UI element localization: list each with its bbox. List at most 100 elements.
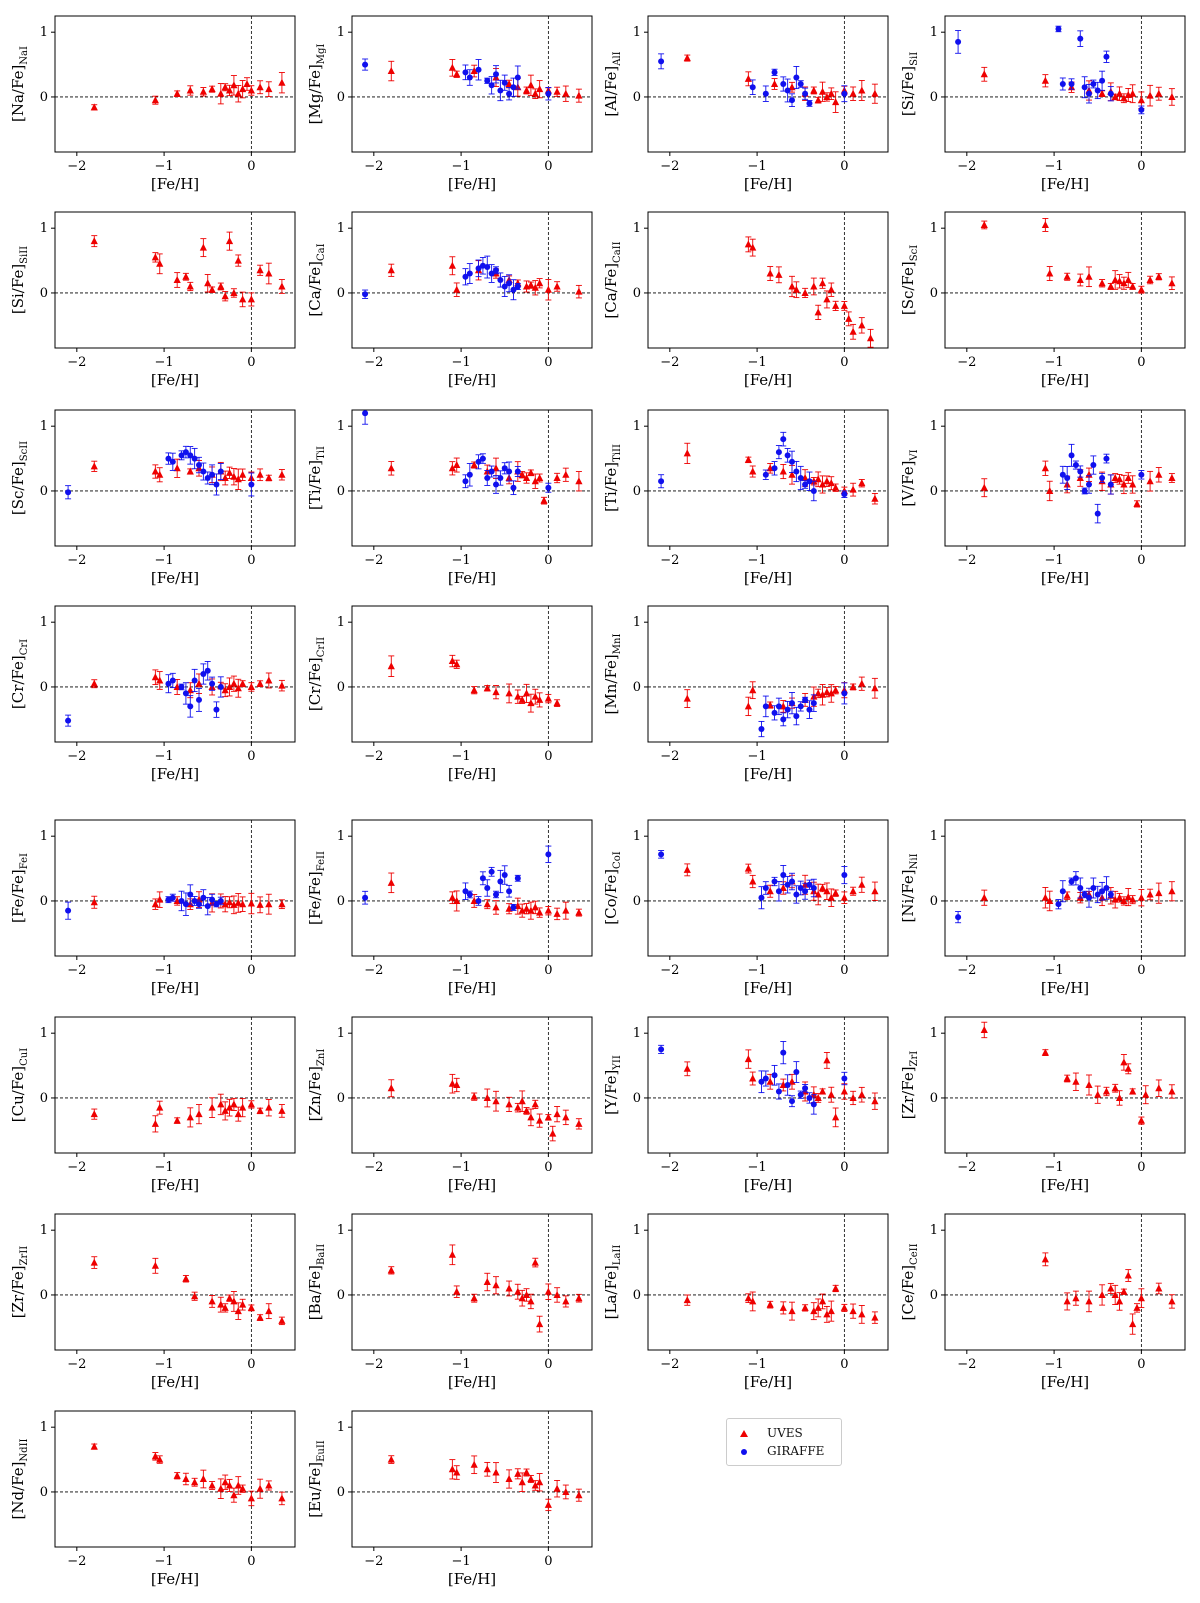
y-tick-label: 1 <box>633 221 641 236</box>
uves-point <box>1129 89 1137 97</box>
giraffe-point <box>797 81 804 87</box>
uves-point <box>871 494 879 502</box>
y-axis-label: [Na/Fe]NaI <box>9 46 30 122</box>
x-tick-label: −1 <box>155 1357 174 1372</box>
uves-point <box>1124 474 1132 481</box>
data-points <box>90 1256 286 1326</box>
x-tick-label: −2 <box>957 355 976 370</box>
x-tick-label: 0 <box>1137 159 1145 174</box>
x-tick-label: −1 <box>155 749 174 764</box>
y-tick-label: 1 <box>40 1026 48 1041</box>
giraffe-point <box>191 677 198 684</box>
y-axis-label: [Ce/Fe]CeII <box>899 1243 920 1320</box>
giraffe-point <box>1077 468 1084 475</box>
uves-point <box>230 472 238 480</box>
giraffe-point <box>510 904 517 911</box>
uves-point <box>827 689 835 697</box>
uves-point <box>683 449 691 457</box>
uves-point <box>544 906 552 914</box>
y-axis-label: [Zr/Fe]ZrII <box>9 1246 30 1319</box>
uves-point <box>766 1077 774 1085</box>
uves-point <box>239 295 247 303</box>
giraffe-point <box>514 875 521 882</box>
y-tick-label: 0 <box>40 286 48 301</box>
panel-ti1: −2 −1 0 0 1 [Fe/H] [Ti/Fe]TiI <box>306 409 593 587</box>
uves-point <box>221 83 229 91</box>
uves-point <box>1120 480 1128 488</box>
uves-point <box>980 220 988 228</box>
y-tick-label: 1 <box>337 221 345 236</box>
x-tick-label: −2 <box>660 1357 679 1372</box>
y-tick-label: 0 <box>337 1485 345 1500</box>
data-points <box>90 231 286 308</box>
giraffe-point <box>802 481 809 488</box>
uves-point <box>749 1074 757 1082</box>
giraffe-point <box>784 1082 791 1088</box>
giraffe-point <box>775 449 782 456</box>
x-tick-label: −1 <box>452 749 471 764</box>
uves-marker-icon <box>737 1426 751 1440</box>
uves-point <box>90 237 98 245</box>
uves-point <box>151 673 159 681</box>
uves-point <box>256 83 264 91</box>
giraffe-point <box>1103 455 1110 462</box>
uves-point <box>483 1465 491 1473</box>
uves-point <box>173 276 181 283</box>
uves-point <box>818 279 827 287</box>
uves-point <box>866 334 875 342</box>
uves-point <box>527 1113 535 1121</box>
uves-point <box>483 900 491 908</box>
plot-frame <box>54 1410 296 1548</box>
uves-point <box>173 464 181 472</box>
uves-point <box>239 1484 247 1492</box>
x-axis-label: [Fe/H] <box>744 979 792 997</box>
uves-point <box>1115 1093 1124 1101</box>
giraffe-point <box>780 716 787 723</box>
x-tick-label: 0 <box>544 963 552 978</box>
giraffe-point <box>514 283 521 290</box>
y-tick-label: 1 <box>40 221 48 236</box>
uves-point <box>514 1287 522 1295</box>
giraffe-point <box>204 475 211 481</box>
plot-frame <box>351 1213 593 1351</box>
giraffe-point <box>806 100 813 107</box>
y-tick-label: 0 <box>337 894 345 909</box>
plot-frame <box>54 605 296 743</box>
x-axis-label: [Fe/H] <box>151 765 199 783</box>
giraffe-point <box>466 891 473 898</box>
uves-point <box>448 1250 456 1258</box>
uves-point <box>823 1310 831 1318</box>
giraffe-point <box>200 894 207 901</box>
panel-ba2: −2 −1 0 0 1 [Fe/H] [Ba/Fe]BaII <box>306 1213 593 1391</box>
data-points <box>1041 1252 1176 1335</box>
data-points <box>65 445 286 500</box>
uves-point <box>818 87 827 95</box>
giraffe-point <box>484 264 491 271</box>
uves-point <box>448 893 456 901</box>
y-tick-label: 0 <box>337 484 345 499</box>
x-axis-label: [Fe/H] <box>448 175 496 193</box>
uves-point <box>1168 887 1176 895</box>
data-points <box>362 255 583 301</box>
giraffe-point <box>789 97 795 104</box>
giraffe-point <box>178 452 185 459</box>
uves-point <box>239 1300 247 1308</box>
uves-point <box>225 1294 234 1302</box>
x-axis-label: [Fe/H] <box>448 979 496 997</box>
x-axis-label: [Fe/H] <box>151 569 199 587</box>
uves-point <box>387 1266 395 1274</box>
data-points <box>90 1093 286 1133</box>
x-tick-label: −2 <box>67 1554 86 1569</box>
uves-point <box>234 89 242 97</box>
uves-point <box>492 1468 500 1476</box>
y-tick-label: 1 <box>930 419 938 434</box>
x-tick-label: −1 <box>155 1160 174 1175</box>
uves-point <box>278 1106 286 1114</box>
uves-point <box>840 301 848 309</box>
uves-point <box>1155 1284 1163 1292</box>
uves-point <box>278 1316 286 1324</box>
giraffe-point <box>771 878 778 885</box>
uves-point <box>840 893 848 901</box>
plot-frame <box>647 819 889 957</box>
uves-point <box>173 1471 181 1479</box>
